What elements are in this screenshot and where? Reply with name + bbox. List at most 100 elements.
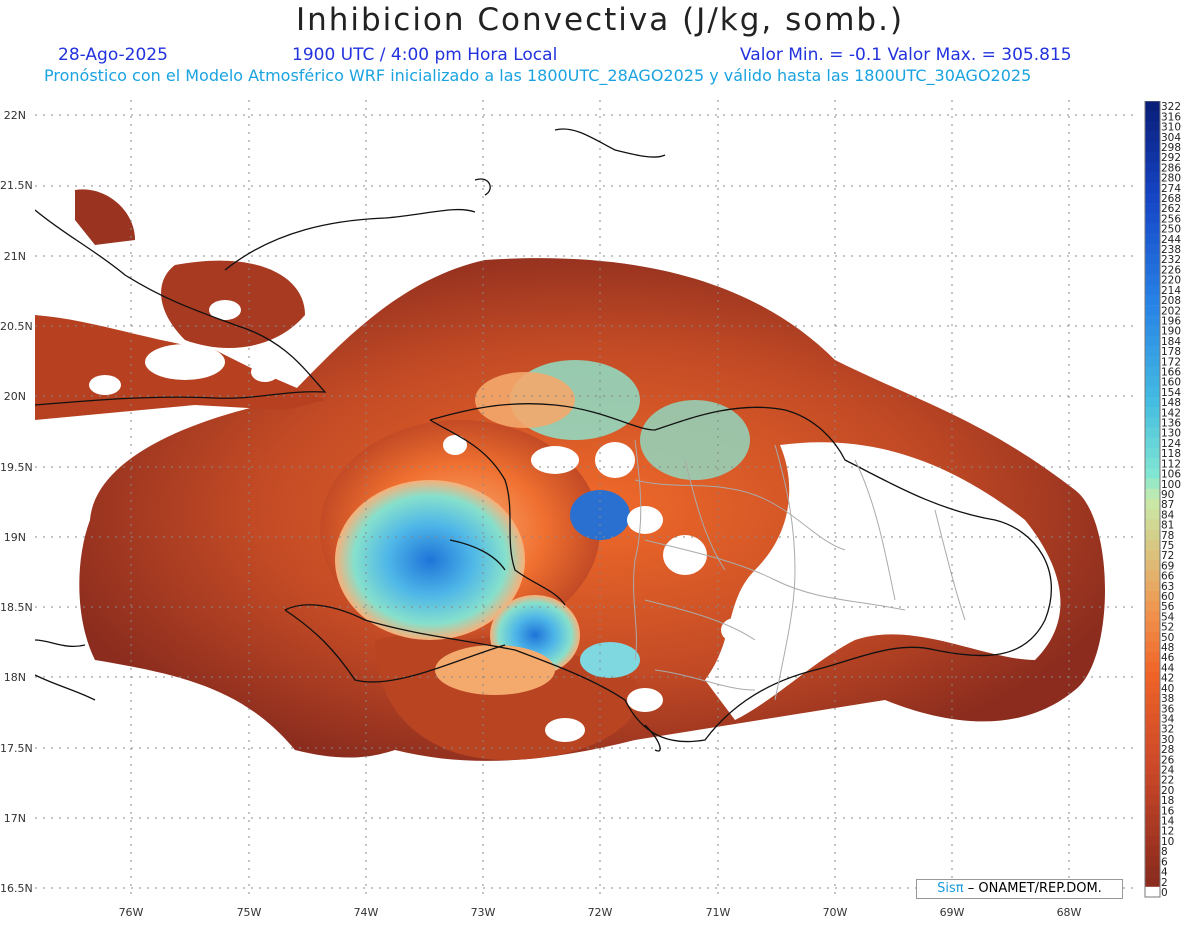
lat-label: 19N bbox=[3, 531, 26, 544]
lat-label: 19.5N bbox=[0, 461, 33, 474]
colorbar-label: 8 bbox=[1161, 846, 1168, 858]
colorbar-swatch bbox=[1145, 499, 1160, 510]
lon-label: 69W bbox=[939, 906, 965, 919]
colorbar-swatch bbox=[1145, 641, 1160, 653]
colorbar-swatch bbox=[1145, 264, 1160, 275]
colorbar-label: 244 bbox=[1161, 234, 1181, 246]
colorbar-label: 34 bbox=[1161, 713, 1175, 725]
colorbar-label: 178 bbox=[1161, 346, 1181, 358]
lat-label: 16.5N bbox=[0, 882, 33, 895]
colorbar-label: 310 bbox=[1161, 122, 1181, 134]
colorbar-swatch bbox=[1145, 652, 1160, 663]
colorbar-label: 42 bbox=[1161, 673, 1174, 685]
colorbar-swatch bbox=[1145, 856, 1160, 867]
colorbar-label: 6 bbox=[1161, 856, 1168, 868]
colorbar-label: 16 bbox=[1161, 805, 1175, 817]
colorbar-swatch bbox=[1145, 580, 1160, 592]
colorbar-swatch bbox=[1145, 509, 1160, 520]
lon-label: 76W bbox=[118, 906, 144, 919]
forecast-time: 1900 UTC / 4:00 pm Hora Local bbox=[292, 45, 558, 65]
credit-text: – ONAMET/REP.DOM. bbox=[967, 881, 1102, 896]
colorbar-swatch bbox=[1145, 141, 1160, 153]
colorbar-swatch bbox=[1145, 488, 1160, 500]
colorbar-label: 20 bbox=[1161, 785, 1174, 797]
colorbar-swatch bbox=[1145, 111, 1160, 122]
colorbar-swatch bbox=[1145, 764, 1160, 775]
colorbar: 3223163103042982922862802742682622562502… bbox=[1144, 101, 1181, 899]
colorbar-label: 87 bbox=[1161, 499, 1174, 511]
colorbar-label: 202 bbox=[1161, 305, 1181, 317]
colorbar-label: 136 bbox=[1161, 418, 1181, 430]
colorbar-label: 84 bbox=[1161, 509, 1175, 521]
colorbar-swatch bbox=[1145, 325, 1160, 337]
colorbar-label: 32 bbox=[1161, 724, 1174, 736]
colorbar-swatch bbox=[1145, 386, 1160, 398]
colorbar-label: 12 bbox=[1161, 826, 1174, 838]
colorbar-label: 75 bbox=[1161, 540, 1174, 552]
colorbar-label: 40 bbox=[1161, 683, 1174, 695]
colorbar-label: 56 bbox=[1161, 601, 1175, 613]
model-description: Pronóstico con el Modelo Atmosférico WRF… bbox=[44, 66, 1032, 85]
colorbar-label: 106 bbox=[1161, 469, 1181, 481]
colorbar-label: 298 bbox=[1161, 142, 1181, 154]
colorbar-label: 50 bbox=[1161, 632, 1174, 644]
lat-label: 22N bbox=[3, 109, 26, 122]
lat-label: 18.5N bbox=[0, 601, 33, 614]
colorbar-swatch bbox=[1145, 703, 1160, 714]
colorbar-label: 154 bbox=[1161, 387, 1181, 399]
colorbar-swatch bbox=[1145, 519, 1160, 530]
colorbar-label: 274 bbox=[1161, 183, 1181, 195]
colorbar-label: 24 bbox=[1161, 765, 1175, 777]
colorbar-swatch bbox=[1145, 825, 1160, 837]
colorbar-label: 190 bbox=[1161, 326, 1181, 338]
map-title: Inhibicion Convectiva (J/kg, somb.) bbox=[295, 2, 905, 38]
colorbar-label: 46 bbox=[1161, 652, 1175, 664]
colorbar-label: 48 bbox=[1161, 642, 1174, 654]
colorbar-swatch bbox=[1145, 396, 1160, 408]
lat-label: 17.5N bbox=[0, 742, 33, 755]
lat-label: 17N bbox=[3, 812, 26, 825]
colorbar-swatch bbox=[1145, 213, 1160, 224]
colorbar-label: 316 bbox=[1161, 111, 1181, 123]
colorbar-label: 160 bbox=[1161, 377, 1181, 389]
colorbar-label: 220 bbox=[1161, 275, 1181, 287]
colorbar-swatch bbox=[1145, 529, 1160, 541]
colorbar-label: 214 bbox=[1161, 285, 1181, 297]
colorbar-label: 36 bbox=[1161, 703, 1175, 715]
colorbar-swatch bbox=[1145, 356, 1160, 367]
colorbar-label: 81 bbox=[1161, 520, 1174, 532]
colorbar-swatch bbox=[1145, 172, 1160, 183]
colorbar-swatch bbox=[1145, 182, 1160, 194]
colorbar-swatch bbox=[1145, 794, 1160, 806]
colorbar-label: 112 bbox=[1161, 458, 1181, 470]
colorbar-label: 10 bbox=[1161, 836, 1174, 848]
colorbar-label: 118 bbox=[1161, 448, 1181, 460]
colorbar-swatch bbox=[1145, 417, 1160, 428]
colorbar-swatch bbox=[1145, 294, 1160, 306]
colorbar-swatch bbox=[1145, 192, 1160, 204]
colorbar-swatch bbox=[1145, 437, 1160, 449]
colorbar-swatch bbox=[1145, 611, 1160, 622]
colorbar-swatch bbox=[1145, 754, 1160, 765]
colorbar-label: 256 bbox=[1161, 213, 1181, 225]
colorbar-swatch bbox=[1145, 407, 1160, 418]
colorbar-border bbox=[1144, 101, 1161, 898]
colorbar-label: 26 bbox=[1161, 754, 1175, 766]
colorbar-swatch bbox=[1145, 427, 1160, 439]
colorbar-swatch bbox=[1145, 254, 1160, 265]
colorbar-swatch bbox=[1145, 601, 1160, 612]
lon-label: 74W bbox=[353, 906, 379, 919]
lat-label: 18N bbox=[3, 671, 26, 684]
colorbar-swatch bbox=[1145, 152, 1160, 163]
colorbar-label: 52 bbox=[1161, 622, 1174, 634]
province-boundaries bbox=[633, 439, 966, 701]
colorbar-label: 38 bbox=[1161, 693, 1174, 705]
colorbar-label: 90 bbox=[1161, 489, 1174, 501]
colorbar-label: 72 bbox=[1161, 550, 1174, 562]
colorbar-swatch bbox=[1145, 376, 1160, 388]
colorbar-label: 208 bbox=[1161, 295, 1181, 307]
colorbar-label: 280 bbox=[1161, 173, 1181, 185]
colorbar-swatch bbox=[1145, 672, 1160, 683]
colorbar-swatch bbox=[1145, 692, 1160, 704]
colorbar-swatch bbox=[1145, 876, 1160, 888]
